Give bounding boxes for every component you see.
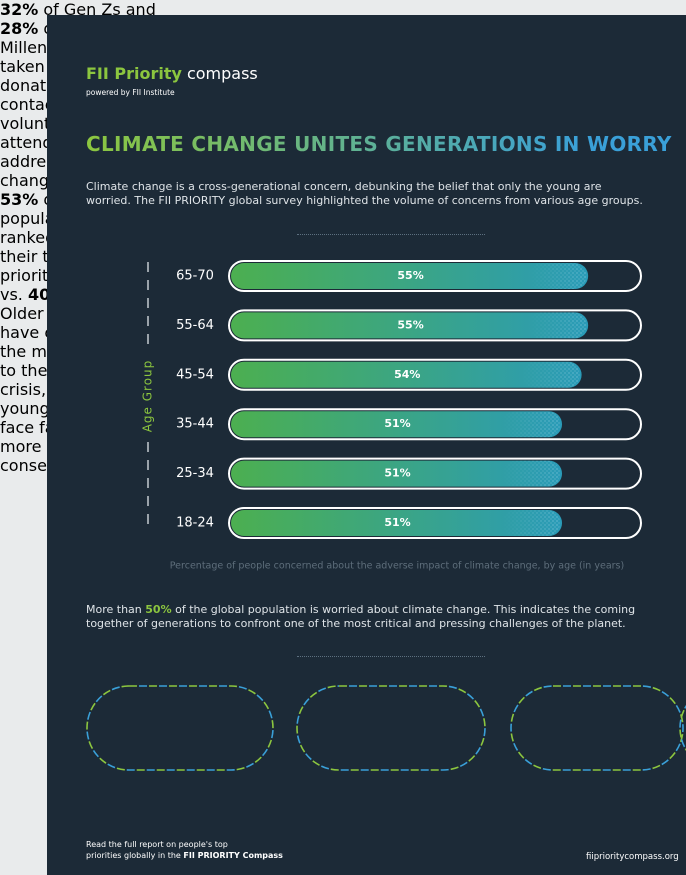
bar-track (228, 408, 642, 441)
highlight: 53% (0, 190, 39, 209)
text: More than (86, 603, 146, 616)
bar (231, 510, 563, 536)
text: Read the full report on people's top (86, 840, 228, 849)
bubble-outline (296, 685, 486, 771)
bar-track (228, 358, 642, 391)
brand-suffix: compass (186, 64, 258, 83)
intro: Climate change is a cross-generational c… (86, 180, 643, 208)
powered-by: powered by FII Institute (86, 88, 175, 97)
headline: CLIMATE CHANGE UNITES GENERATIONS IN WOR… (86, 132, 672, 156)
bar (231, 460, 563, 487)
brand-name: FII Priority (86, 64, 182, 83)
text: of the global population is worried abou… (171, 603, 636, 616)
panel (47, 15, 686, 875)
highlight: 50% (145, 603, 172, 616)
text-line: worried. The FII PRIORITY global survey … (86, 194, 643, 208)
bar-track (228, 309, 642, 342)
bubble-outline (510, 685, 684, 771)
bubble-outline (296, 685, 486, 771)
y-tick-label: 55-64 (176, 318, 214, 333)
y-tick-label: 18-24 (176, 516, 214, 531)
bar-texture (502, 411, 561, 438)
y-tick-label: 25-34 (176, 466, 214, 481)
text-line: priorities globally in the FII PRIORITY … (86, 851, 283, 862)
bar (231, 263, 589, 289)
text: worried. The FII PRIORITY global survey … (86, 194, 643, 207)
bubble-outline (86, 685, 274, 771)
highlight: 32% (0, 0, 39, 19)
highlight: FII PRIORITY Compass (183, 850, 283, 860)
summary: More than 50% of the global population i… (86, 603, 635, 631)
text-line: together of generations to confront one … (86, 617, 635, 631)
bubble-outline (510, 685, 684, 771)
text: together of generations to confront one … (86, 617, 626, 630)
bar-texture (528, 263, 587, 289)
footer-url: fiiprioritycompass.org (586, 852, 679, 862)
text: of Gen Zs and (38, 0, 156, 19)
bar-texture (502, 460, 561, 487)
y-tick-label: 35-44 (176, 417, 214, 432)
value-label: 51% (384, 417, 410, 430)
footer-note: Read the full report on people's top prio… (86, 840, 283, 861)
bar-texture (521, 361, 580, 388)
y-tick-label: 45-54 (176, 367, 214, 382)
text-line: Climate change is a cross-generational c… (86, 180, 643, 194)
bar-track (228, 457, 642, 490)
y-axis-label: Age Group (141, 360, 155, 433)
bar-track (228, 507, 642, 539)
value-label: 54% (394, 368, 420, 381)
caption: Percentage of people concerned about the… (170, 561, 624, 572)
highlight: 28% (0, 19, 39, 38)
value-label: 51% (384, 467, 410, 480)
text-line: Read the full report on people's top (86, 840, 283, 851)
bar-texture (528, 312, 587, 339)
separator (297, 656, 485, 657)
bar (231, 361, 582, 388)
value-label: 51% (384, 516, 410, 529)
bar (231, 411, 563, 438)
bar-texture (502, 510, 561, 536)
text: priorities globally in the (86, 850, 184, 860)
separator (297, 234, 485, 235)
brand: FII Priority compass (86, 64, 258, 83)
bar-track (228, 260, 642, 292)
value-label: 55% (397, 269, 423, 282)
value-label: 55% (397, 318, 423, 331)
bar (231, 312, 589, 339)
bubble-outline (86, 685, 274, 771)
text: Climate change is a cross-generational c… (86, 180, 602, 193)
y-tick-label: 65-70 (176, 269, 214, 284)
text-line: More than 50% of the global population i… (86, 603, 635, 617)
